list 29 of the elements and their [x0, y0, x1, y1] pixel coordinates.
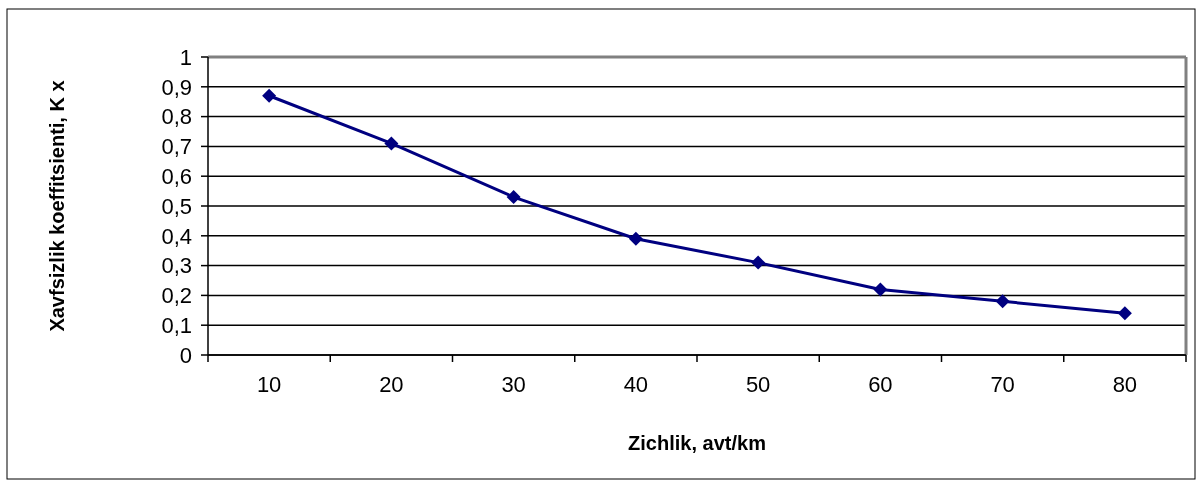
y-tick-label: 0,5: [161, 193, 192, 219]
y-tick-label: 0,3: [161, 253, 192, 279]
point: [873, 282, 888, 297]
y-tick-label: 0,7: [161, 134, 192, 160]
x-tick-label: 30: [501, 372, 526, 397]
x-tick-label: 70: [990, 372, 1015, 397]
x-tick-label: 50: [745, 372, 771, 397]
point: [751, 255, 766, 270]
x-axis-title: Zichlik, avt/km: [628, 432, 766, 454]
y-axis-title: Xavfsizlik koeffitsienti, K x: [46, 80, 68, 332]
y-tick-label: 0,2: [161, 283, 192, 309]
y-tick-label: 0: [179, 342, 192, 368]
point: [262, 88, 277, 103]
y-tick-label: 0,1: [161, 312, 192, 338]
y-tick-label: 0,6: [161, 163, 192, 189]
x-tick-label: 80: [1112, 372, 1138, 397]
point: [995, 294, 1010, 309]
point: [628, 231, 643, 246]
point: [506, 190, 521, 205]
point: [1117, 306, 1132, 321]
x-tick-label: 40: [623, 372, 649, 397]
y-tick-label: 0,8: [161, 104, 192, 130]
x-tick-label: 10: [256, 372, 282, 397]
y-tick-label: 0,9: [161, 74, 192, 100]
y-tick-label: 1: [179, 44, 192, 70]
y-tick-label: 0,4: [161, 223, 192, 249]
x-tick-label: 60: [868, 372, 893, 397]
x-tick-label: 20: [379, 372, 404, 397]
point: [384, 136, 399, 151]
